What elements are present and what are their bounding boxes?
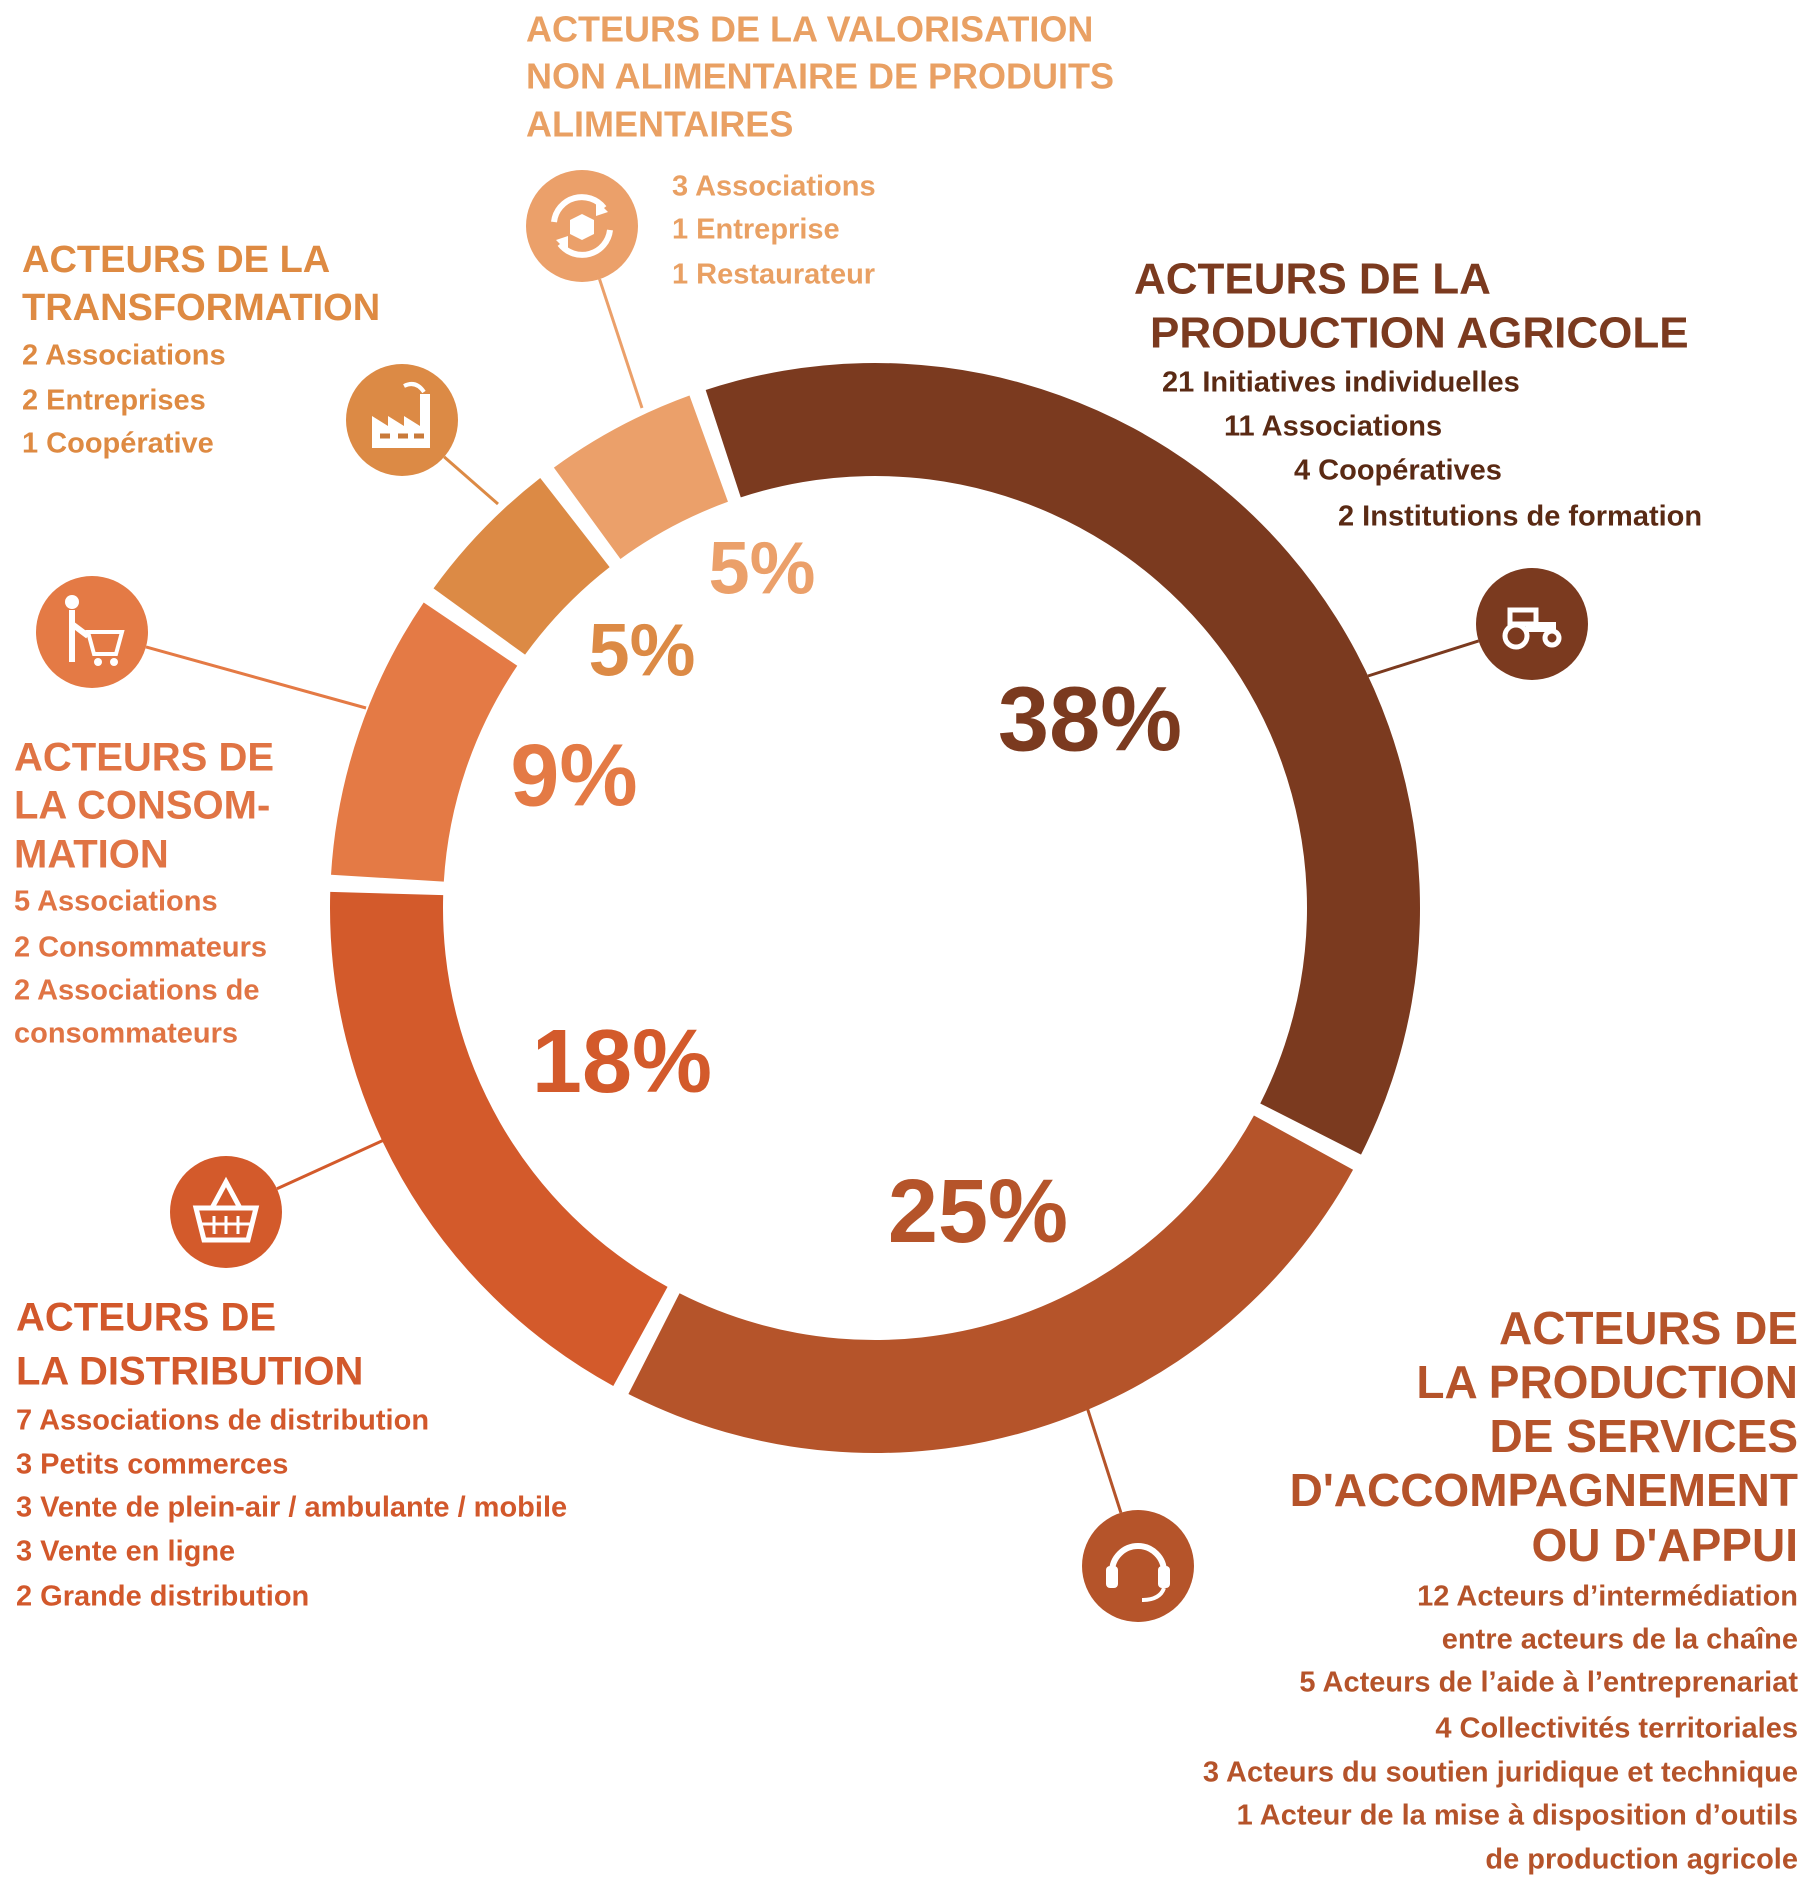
group-item: 7 Associations de distribution <box>16 1405 429 1437</box>
icon-shape <box>403 382 426 394</box>
group-title: PRODUCTION AGRICOLE <box>1150 309 1689 358</box>
icon-shape <box>1158 1566 1170 1588</box>
leader-line <box>1084 1403 1123 1514</box>
group-item: 3 Associations <box>672 171 876 203</box>
group-title: ACTEURS DE LA VALORISATION <box>526 9 1093 50</box>
icon-shape <box>1141 1587 1166 1602</box>
group-item: 2 Consommateurs <box>14 932 267 964</box>
group-item: entre acteurs de la chaîne <box>1442 1624 1798 1656</box>
group-item: 2 Associations <box>22 340 226 372</box>
group-item: 12 Acteurs d’intermédiation <box>1417 1581 1798 1613</box>
icon-shape <box>570 214 594 240</box>
group-title: ACTEURS DE <box>16 1296 276 1340</box>
icon-glyph <box>372 382 430 448</box>
icon <box>1476 568 1588 680</box>
leader-line <box>598 278 644 409</box>
group-item: 1 Entreprise <box>672 214 840 246</box>
group-item: 1 Coopérative <box>22 428 214 460</box>
group-title: OU D'APPUI <box>1531 1519 1798 1571</box>
donut-segment <box>705 363 1420 1155</box>
group-title: D'ACCOMPAGNEMENT <box>1290 1464 1798 1516</box>
group-title: LA CONSOM- <box>14 784 270 828</box>
value-label: 5% <box>589 609 696 692</box>
group-title: LA DISTRIBUTION <box>16 1350 363 1394</box>
icon <box>170 1156 282 1268</box>
value-label: 9% <box>510 725 637 824</box>
group-item: consommateurs <box>14 1018 238 1050</box>
icon-shape <box>200 1216 252 1234</box>
leader-line <box>1367 639 1480 678</box>
group-item: 2 Entreprises <box>22 385 206 417</box>
group-item: 3 Acteurs du soutien juridique et techni… <box>1203 1757 1798 1789</box>
value-label: 38% <box>998 668 1182 770</box>
icon-shape <box>94 658 102 666</box>
icon-shape <box>1502 622 1530 650</box>
group-item: 5 Associations <box>14 886 218 918</box>
icon-circle <box>346 364 458 476</box>
group-title: ACTEURS DE <box>14 736 274 780</box>
group-title: ALIMENTAIRES <box>526 104 793 145</box>
icon-shape <box>85 630 125 656</box>
icon-glyph <box>551 194 613 258</box>
group-item: de production agricole <box>1485 1844 1798 1876</box>
group-title: ACTEURS DE <box>1499 1302 1798 1354</box>
group-title: ACTEURS DE LA <box>1134 255 1491 304</box>
group-item: 1 Restaurateur <box>672 259 875 291</box>
donut-segment <box>330 891 668 1387</box>
value-label: 5% <box>709 527 816 610</box>
group-title: TRANSFORMATION <box>22 287 380 329</box>
icon-glyph <box>65 595 125 666</box>
icon-glyph <box>1106 1543 1170 1602</box>
icon-glyph <box>192 1176 260 1243</box>
icon-shape <box>69 610 90 662</box>
donut-segment <box>628 1115 1354 1454</box>
icon-shape <box>110 658 118 666</box>
group-title: LA PRODUCTION <box>1416 1356 1798 1408</box>
value-label: 25% <box>888 1162 1068 1262</box>
group-item: 3 Vente de plein-air / ambulante / mobil… <box>16 1492 567 1524</box>
group-title: DE SERVICES <box>1490 1410 1798 1462</box>
group-item: 4 Coopératives <box>1294 455 1502 487</box>
group-title: MATION <box>14 833 169 877</box>
icon-shape <box>1526 622 1556 632</box>
icon-circle <box>170 1156 282 1268</box>
group-title: ACTEURS DE LA <box>22 239 330 281</box>
leader-line <box>443 455 499 506</box>
donut-segment <box>553 395 728 559</box>
group-item: 21 Initiatives individuelles <box>1162 367 1520 399</box>
group-title: NON ALIMENTAIRE DE PRODUITS <box>526 56 1114 97</box>
group-item: 4 Collectivités territoriales <box>1435 1713 1798 1745</box>
icon <box>526 170 638 282</box>
icon-shape <box>209 1176 243 1210</box>
donut-segment <box>331 602 518 882</box>
icon-shape <box>1507 607 1539 627</box>
group-item: 5 Acteurs de l’aide à l’entreprenariat <box>1299 1667 1798 1699</box>
icon <box>36 576 148 688</box>
group-item: 3 Petits commerces <box>16 1449 288 1481</box>
icon-circle <box>1082 1510 1194 1622</box>
icon-shape <box>65 595 79 609</box>
group-item: 3 Vente en ligne <box>16 1536 235 1568</box>
icon-shape <box>192 1205 260 1243</box>
group-item: 2 Grande distribution <box>16 1581 309 1613</box>
icon <box>1082 1510 1194 1622</box>
icon-shape <box>1542 628 1562 648</box>
group-item: 2 Institutions de formation <box>1338 501 1702 533</box>
donut-segment <box>433 477 610 655</box>
icon-shape <box>1109 1543 1167 1573</box>
group-item: 1 Acteur de la mise à disposition d’outi… <box>1237 1800 1798 1832</box>
icon-glyph <box>1502 607 1562 650</box>
group-item: 2 Associations de <box>14 975 260 1007</box>
leader-line <box>276 1138 385 1191</box>
group-item: 11 Associations <box>1224 411 1442 443</box>
value-label: 18% <box>532 1012 712 1112</box>
icon-shape <box>1106 1566 1118 1588</box>
leader-line <box>145 645 367 710</box>
icon <box>346 364 458 476</box>
